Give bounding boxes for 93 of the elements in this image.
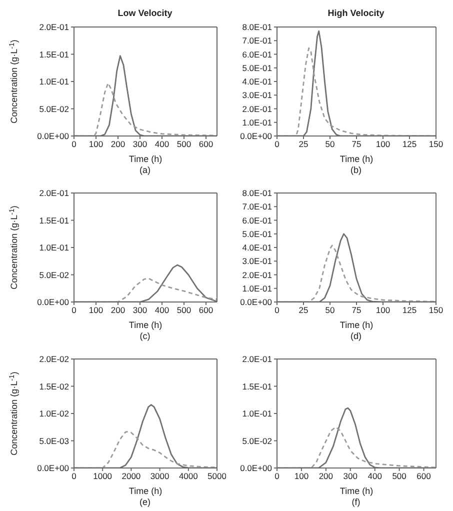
- x-tick-label: 500: [176, 139, 192, 150]
- y-tick-label: 5.0E-03: [39, 436, 70, 446]
- y-tick-label: 0.0E+00: [37, 297, 70, 308]
- chart-title: Low Velocity: [118, 8, 172, 18]
- text: (a): [140, 165, 150, 175]
- text: (f): [352, 497, 360, 507]
- x-tick-label: 50: [325, 139, 335, 150]
- x-tick-label: 5000: [208, 471, 227, 482]
- x-tick-label: 100: [376, 139, 390, 150]
- y-tick-label: 5.0E-02: [39, 104, 70, 114]
- y-tick-label: 8.0E-01: [242, 22, 272, 32]
- y-tick-label: 1.0E-02: [39, 408, 70, 419]
- chart-title: High Velocity: [328, 8, 384, 18]
- y-tick-label: 1.5E-01: [242, 381, 272, 392]
- y-tick-label: 2.0E-01: [39, 188, 70, 198]
- x-tick-label: 100: [376, 305, 390, 316]
- y-tick-label: 0.0E+00: [37, 463, 70, 474]
- x-tick-label: 600: [198, 305, 214, 316]
- x-tick-label: 100: [88, 305, 104, 316]
- y-tick-label: 1.5E-02: [39, 381, 70, 392]
- x-tick-label: 2000: [122, 471, 141, 482]
- x-tick-label: 200: [318, 471, 334, 482]
- y-tick-label: 4.0E-01: [242, 76, 272, 87]
- y-tick-label: 1.0E-01: [242, 283, 272, 294]
- y-tick-label: 2.0E-01: [242, 354, 272, 364]
- x-tick-label: 4000: [178, 471, 198, 482]
- x-tick-label: 25: [298, 139, 308, 150]
- y-tick-label: 2.0E-01: [39, 22, 70, 32]
- x-tick-label: 200: [110, 139, 126, 150]
- x-tick-label: 0: [274, 139, 280, 150]
- y-tick-label: 6.0E-01: [242, 215, 272, 226]
- y-tick-label: 0.0E+00: [240, 131, 272, 142]
- y-tick-label: 5.0E-01: [242, 62, 272, 73]
- x-tick-label: 0: [274, 305, 280, 316]
- y-tick-label: 2.0E-02: [39, 354, 70, 364]
- x-tick-label: 600: [198, 139, 214, 150]
- y-tick-label: 7.0E-01: [242, 202, 272, 212]
- x-tick-label: 75: [352, 139, 362, 150]
- x-axis-title: Time (h): [128, 320, 162, 330]
- x-tick-label: 125: [402, 139, 417, 150]
- x-tick-label: 300: [132, 305, 148, 316]
- x-tick-label: 500: [392, 471, 407, 482]
- x-tick-label: 0: [274, 471, 280, 482]
- text: (e): [140, 497, 150, 507]
- y-tick-label: 1.5E-01: [39, 215, 70, 226]
- y-tick-label: 5.0E-02: [39, 270, 70, 280]
- y-tick-label: 1.5E-01: [39, 49, 70, 60]
- x-tick-label: 125: [402, 305, 417, 316]
- y-tick-label: 3.0E-01: [242, 256, 272, 266]
- x-tick-label: 75: [352, 305, 362, 316]
- text: (d): [350, 331, 362, 341]
- x-tick-label: 600: [416, 471, 432, 482]
- x-axis-title: Time (h): [128, 486, 162, 496]
- x-tick-label: 400: [154, 139, 170, 150]
- y-tick-label: 5.0E-01: [242, 228, 272, 239]
- x-tick-label: 0: [72, 471, 77, 482]
- x-tick-label: 25: [298, 305, 308, 316]
- x-tick-label: 400: [368, 471, 382, 482]
- x-tick-label: 150: [428, 139, 444, 150]
- y-tick-label: 4.0E-01: [242, 242, 272, 253]
- x-tick-label: 150: [428, 305, 444, 316]
- y-tick-label: 5.0E-02: [242, 436, 272, 446]
- x-tick-label: 300: [132, 139, 148, 150]
- x-tick-label: 3000: [150, 471, 170, 482]
- x-tick-label: 200: [110, 305, 126, 316]
- y-tick-label: 0.0E+00: [240, 463, 272, 474]
- x-tick-label: 500: [176, 305, 192, 316]
- x-axis-title: Time (h): [128, 154, 162, 164]
- x-tick-label: 0: [72, 305, 77, 316]
- x-tick-label: 100: [294, 471, 309, 482]
- x-tick-label: 50: [325, 305, 335, 316]
- y-tick-label: 6.0E-01: [242, 49, 272, 60]
- text: (b): [350, 165, 362, 175]
- y-tick-label: 7.0E-01: [242, 36, 272, 46]
- y-tick-label: 1.0E-01: [39, 242, 70, 253]
- y-tick-label: 8.0E-01: [242, 188, 272, 198]
- y-tick-label: 0.0E+00: [37, 131, 70, 142]
- x-tick-label: 300: [343, 471, 358, 482]
- y-tick-label: 1.0E-01: [242, 117, 272, 128]
- y-tick-label: 0.0E+00: [240, 297, 272, 308]
- x-tick-label: 400: [154, 305, 170, 316]
- x-axis-title: Time (h): [340, 154, 374, 164]
- x-axis-title: Time (h): [340, 486, 374, 496]
- y-tick-label: 2.0E-01: [242, 104, 272, 114]
- y-tick-label: 1.0E-01: [242, 408, 272, 419]
- text: (c): [140, 331, 150, 341]
- y-tick-label: 1.0E-01: [39, 76, 70, 87]
- x-tick-label: 1000: [93, 471, 112, 482]
- y-tick-label: 2.0E-01: [242, 270, 272, 280]
- x-axis-title: Time (h): [340, 320, 374, 330]
- x-tick-label: 100: [88, 139, 104, 150]
- y-tick-label: 3.0E-01: [242, 90, 272, 100]
- x-tick-label: 0: [72, 139, 77, 150]
